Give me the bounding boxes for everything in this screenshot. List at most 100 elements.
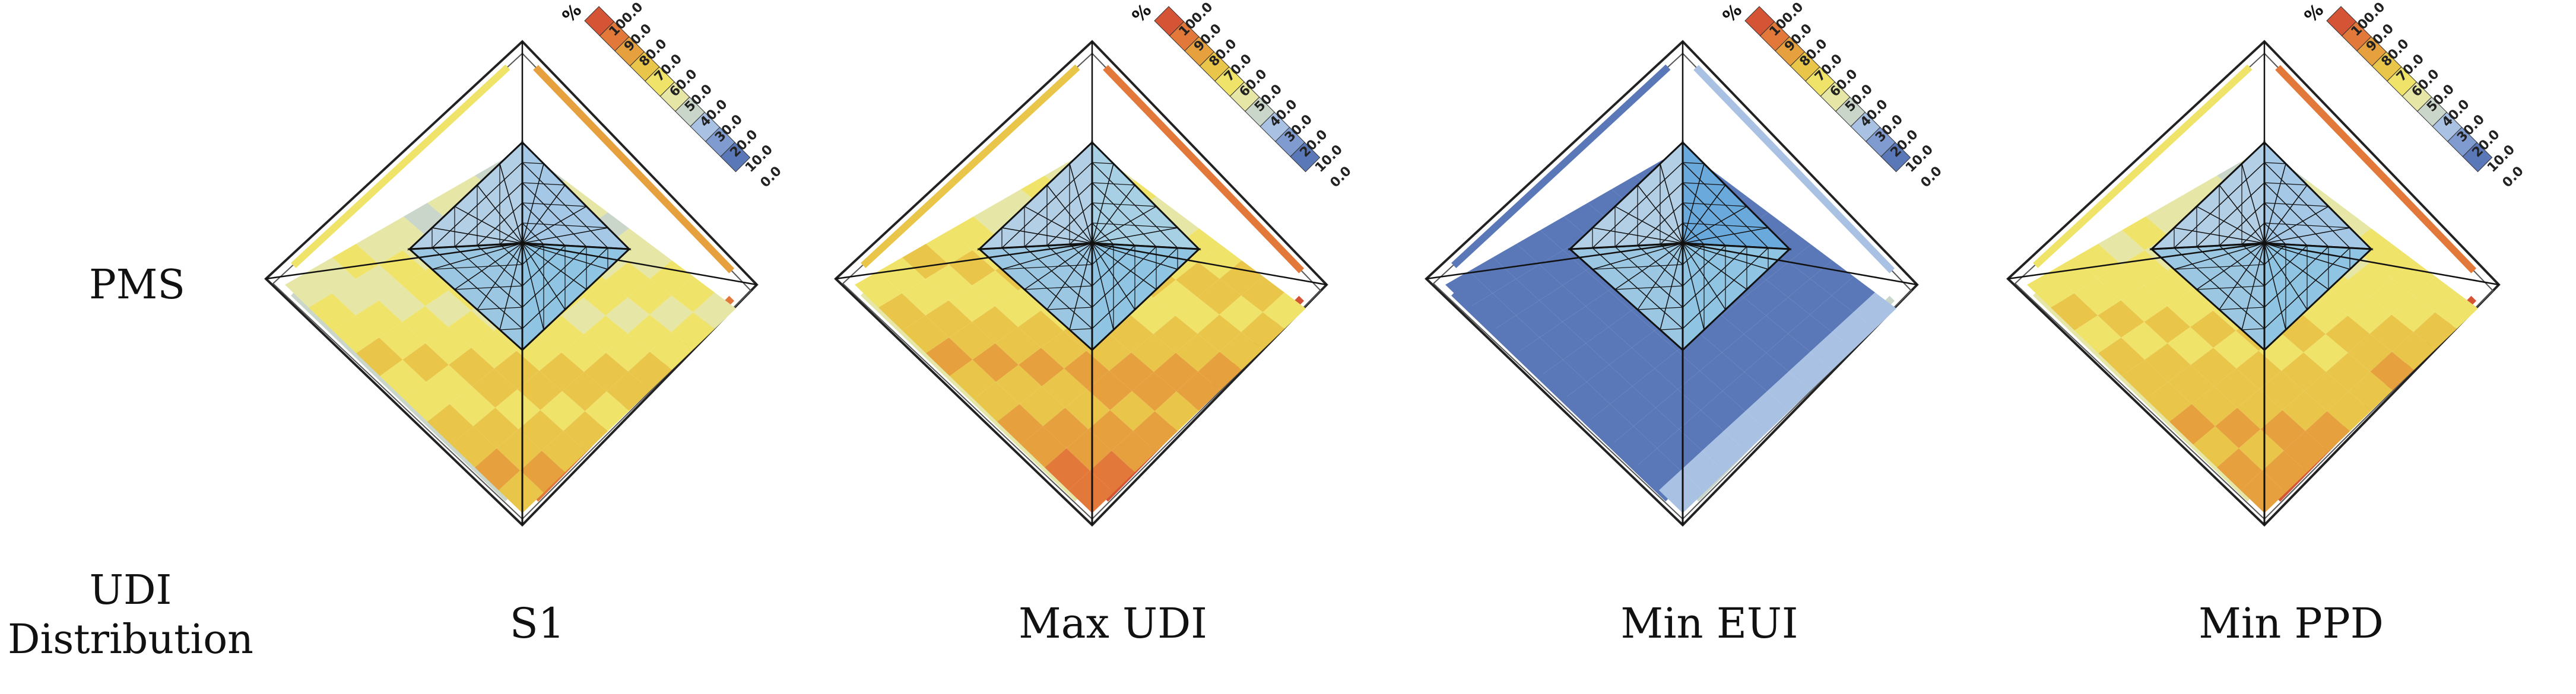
roof-mesh-line	[1682, 243, 1705, 330]
udi-cell	[1722, 334, 1766, 372]
udi-cell	[628, 244, 672, 279]
udi-cell	[2282, 391, 2327, 431]
roof-mesh-line	[1024, 206, 1093, 244]
udi-cell	[1721, 297, 1766, 335]
roof-mesh-line	[522, 182, 587, 247]
udi-cell	[1197, 314, 1242, 352]
udi-cell	[332, 315, 379, 354]
udi-cell	[948, 250, 995, 286]
roof-mesh-line	[1092, 243, 1114, 330]
udi-cell	[972, 270, 1019, 307]
roof-mesh-line	[1682, 222, 1769, 228]
udi-cell	[1767, 371, 1811, 411]
udi-cell	[1832, 312, 1875, 349]
pyramid-roof	[2149, 140, 2374, 352]
roof-mesh-line	[2196, 285, 2265, 290]
udi-cell	[1018, 310, 1064, 348]
udi-cell	[1539, 285, 1586, 322]
udi-cell	[379, 285, 426, 322]
udi-cell	[2098, 265, 2144, 301]
udi-cell	[495, 389, 541, 429]
roof-mesh-line	[2264, 182, 2329, 247]
roof-mesh-line	[2264, 202, 2329, 207]
udi-cell	[1019, 348, 1064, 387]
udi-cell	[1585, 290, 1632, 327]
udi-cell	[1539, 250, 1586, 286]
roof-mesh-line	[1660, 222, 1683, 245]
udi-cell	[2370, 352, 2414, 390]
udi-cell	[1065, 389, 1111, 429]
udi-cell	[2191, 386, 2238, 426]
udi-cell	[1539, 321, 1586, 360]
udi-cell	[404, 381, 450, 422]
udi-cell	[494, 351, 540, 390]
facade-strip	[2275, 65, 2477, 273]
udi-cell	[1132, 372, 1176, 412]
roof-mesh-line	[1069, 222, 1093, 245]
udi-cell	[1540, 359, 1587, 399]
udi-cell	[1198, 352, 1242, 390]
udi-cell	[925, 265, 972, 301]
udi-cell	[1788, 244, 1832, 279]
udi-cell	[379, 250, 426, 286]
udi-cell	[926, 230, 973, 265]
udi-cell	[926, 338, 973, 376]
axis-line	[522, 242, 757, 286]
udi-cell	[1493, 244, 1540, 279]
roof-mesh-line	[1637, 307, 1683, 310]
udi-cell	[1133, 411, 1178, 452]
udi-cell	[995, 290, 1041, 327]
roof-mesh-line	[522, 244, 544, 265]
udi-cell	[2098, 338, 2145, 376]
udi-cell	[2327, 391, 2371, 431]
udi-cell	[1788, 314, 1832, 352]
roof-mesh-line	[1614, 285, 1683, 290]
panel-label-min-eui: Min EUI	[1620, 599, 1798, 648]
udi-cell	[1021, 426, 1067, 467]
udi-cell	[2369, 279, 2414, 315]
colorbar-swatch	[1880, 142, 1911, 173]
udi-cell	[585, 391, 629, 431]
udi-cell	[2413, 276, 2457, 313]
udi-cell	[1722, 372, 1767, 412]
roof-mesh-line	[2174, 243, 2265, 270]
roof-mesh-line	[1092, 244, 1114, 265]
colorbar-swatch	[720, 142, 751, 173]
udi-cell	[426, 365, 472, 405]
facade-strip	[533, 65, 735, 273]
udi-cell	[561, 297, 606, 335]
udi-cell	[1610, 386, 1656, 426]
roof-mesh-line	[522, 243, 544, 330]
udi-cell	[2326, 316, 2370, 353]
roof-mesh-line	[1614, 182, 1683, 247]
udi-cell	[1832, 276, 1875, 313]
colorbar	[1744, 6, 1911, 173]
udi-cell	[2215, 408, 2261, 448]
udi-cell	[1724, 411, 1768, 452]
roof-mesh-line	[2264, 222, 2350, 228]
udi-cell	[2191, 348, 2236, 387]
udi-cell	[356, 230, 403, 265]
udi-cell	[285, 271, 332, 308]
udi-cell	[2236, 351, 2282, 390]
udi-cell	[2259, 371, 2305, 410]
roof-mesh-line	[2196, 246, 2265, 308]
udi-cell	[2144, 270, 2191, 307]
udi-cell	[878, 257, 926, 294]
udi-cell	[1469, 257, 1517, 294]
udi-cell	[1041, 330, 1087, 369]
roof-mesh-line	[2264, 227, 2350, 244]
udi-cell	[1611, 426, 1657, 467]
roof-mesh-line	[1069, 244, 1093, 265]
udi-cell	[2217, 448, 2263, 491]
roof-mesh-line	[1682, 202, 1747, 207]
roof-mesh-line	[2219, 307, 2265, 310]
roof-mesh-line	[477, 307, 523, 310]
roof-mesh-line	[1660, 244, 1683, 265]
facade-strip	[861, 64, 1080, 269]
udi-cell	[1066, 429, 1112, 471]
udi-cell	[1175, 333, 1220, 372]
roof-mesh-line	[2264, 184, 2308, 244]
udi-cell	[425, 290, 471, 327]
axis-line	[835, 242, 1093, 280]
